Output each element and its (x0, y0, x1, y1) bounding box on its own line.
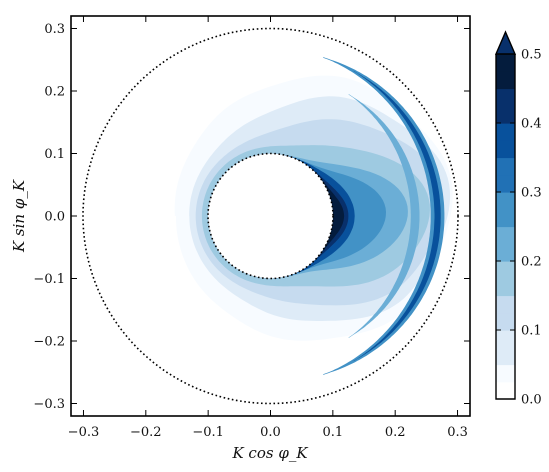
plot-area (71, 16, 470, 416)
x-axis: −0.3 −0.2 −0.1 0.0 0.1 0.2 0.3 (68, 16, 468, 440)
y-tick-label: −0.3 (33, 397, 65, 412)
colorbar-segment (496, 140, 515, 159)
colorbar-extend-triangle (494, 30, 517, 55)
colorbar-segment (496, 295, 515, 314)
colorbar-segment (496, 209, 515, 228)
colorbar-tick-label: 0.1 (521, 324, 542, 339)
y-tick-label: −0.2 (33, 335, 65, 350)
inner-hole (208, 153, 333, 279)
colorbar-segment (496, 381, 515, 400)
y-axis: −0.3 −0.2 −0.1 0.0 0.1 0.2 0.3 (33, 22, 470, 412)
colorbar-segment (496, 364, 515, 383)
x-tick-label: −0.2 (130, 425, 162, 440)
inner-dotted-circle (207, 152, 334, 280)
colorbar-segment (496, 312, 515, 331)
x-tick-label: −0.3 (68, 425, 100, 440)
colorbar: 0.0 0.1 0.2 0.3 0.4 0.5 (494, 30, 542, 408)
colorbar-segment (496, 261, 515, 279)
x-tick-label: −0.1 (192, 425, 224, 440)
colorbar-frame (495, 54, 516, 400)
y-tick-label: 0.1 (44, 147, 65, 162)
x-axis-title: K cos φ_K (231, 444, 308, 462)
x-tick-label: 0.0 (260, 425, 281, 440)
outer-dotted-circle (82, 27, 459, 405)
colorbar-segment (496, 243, 515, 262)
y-axis-title: K sin φ_K (10, 179, 28, 253)
colorbar-tick-label: 0.5 (521, 48, 542, 63)
colorbar-segment (496, 54, 515, 72)
x-tick-label: 0.3 (447, 425, 468, 440)
colorbar-segment (496, 88, 515, 107)
colorbar-segment (496, 226, 515, 245)
contour-outer-ring-b (353, 70, 441, 362)
colorbar-segment (496, 71, 515, 90)
contour-middle-ring (348, 94, 420, 338)
colorbar-segment (496, 347, 515, 366)
x-tick-label: 0.2 (385, 425, 406, 440)
colorbar-tick-label: 0.0 (521, 393, 542, 408)
colorbar-segment (496, 123, 515, 141)
y-tick-label: 0.0 (44, 210, 65, 225)
colorbar-segment (496, 278, 515, 297)
colorbar-segment (496, 330, 515, 348)
colorbar-tick-label: 0.2 (521, 255, 542, 270)
x-tick-label: 0.1 (323, 425, 344, 440)
colorbar-segment (496, 105, 515, 124)
y-tick-label: −0.1 (33, 272, 65, 287)
contour-outer-ring-a (323, 57, 445, 375)
colorbar-segment (496, 174, 515, 193)
colorbar-segment (496, 192, 515, 210)
colorbar-tick-label: 0.3 (521, 186, 542, 201)
colorbar-tick-label: 0.4 (521, 117, 542, 132)
y-tick-label: 0.2 (44, 85, 65, 100)
colorbar-segment (496, 157, 515, 176)
y-tick-label: 0.3 (44, 22, 65, 37)
